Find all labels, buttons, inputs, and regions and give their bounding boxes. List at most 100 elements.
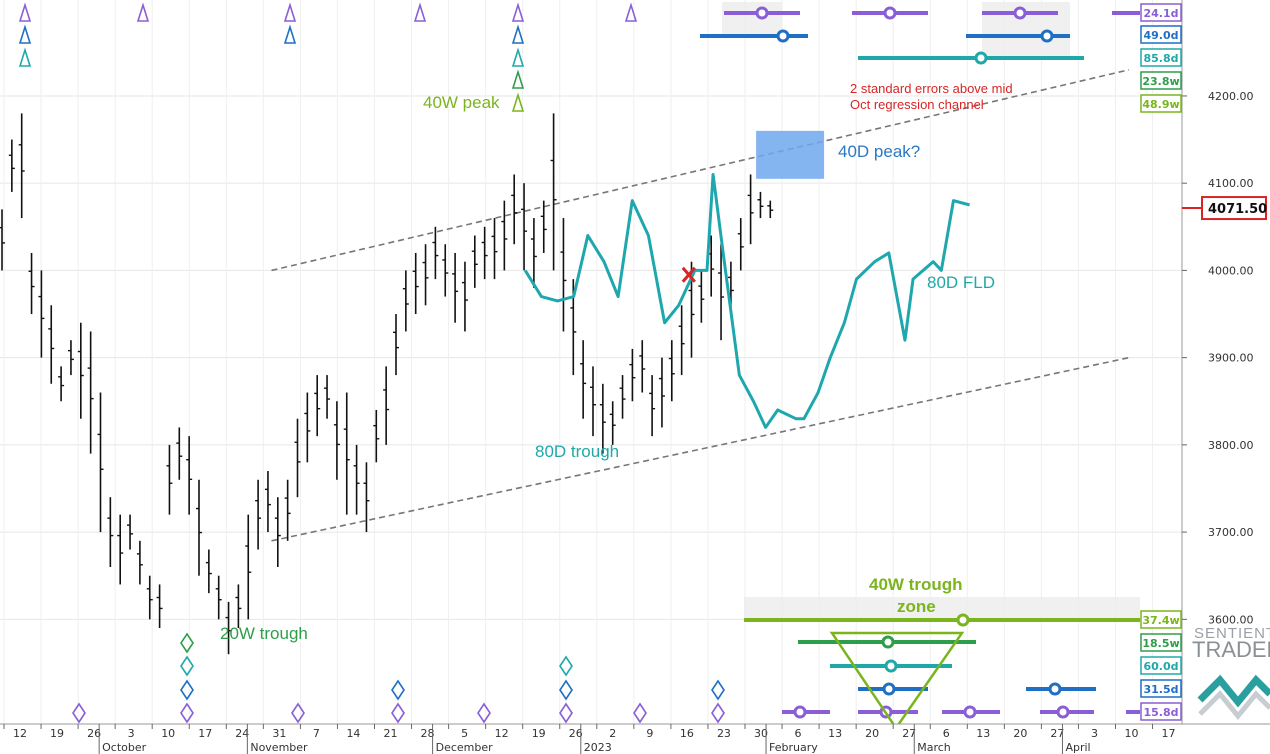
trough-marker-purple bbox=[291, 702, 305, 724]
peak-marker-lime bbox=[511, 92, 525, 112]
projection-green-center bbox=[881, 635, 895, 649]
x-axis: 12 19 26 3 10 17 24 31 7 14 21 28 5 12 19 26 2 9 16 23 30 6 13… bbox=[0, 723, 1270, 754]
cycle-badge-top bbox=[1140, 71, 1182, 90]
trough-marker-purple bbox=[477, 702, 491, 724]
cycle-badge-top-text: 49.0d bbox=[1143, 29, 1178, 42]
month-label: February bbox=[769, 741, 818, 754]
annotation-regression-channel: Oct regression channel bbox=[850, 97, 984, 112]
cycle-projections bbox=[700, 6, 1140, 731]
month-label: October bbox=[102, 741, 146, 754]
trough-marker-purple bbox=[559, 702, 573, 724]
projection-teal-center bbox=[974, 51, 988, 65]
x-tick-label: 6 bbox=[795, 727, 802, 740]
last-price-label: 4071.50 bbox=[1208, 202, 1267, 217]
projection-purple-center bbox=[883, 6, 897, 20]
annotation-zone: zone bbox=[897, 597, 936, 616]
projection-blue-center bbox=[882, 682, 896, 696]
peak-marker-purple bbox=[136, 2, 150, 22]
month-label: November bbox=[250, 741, 308, 754]
trough-zone-triangle bbox=[829, 631, 965, 731]
cycle-badge-bottom-text: 31.5d bbox=[1143, 683, 1178, 696]
x-tick-label: 31 bbox=[272, 727, 286, 740]
projection-teal-center bbox=[884, 659, 898, 673]
peak-marker-blue bbox=[18, 24, 32, 44]
trough-marker-blue bbox=[391, 679, 405, 701]
month-label: April bbox=[1065, 741, 1090, 754]
y-tick-label: 3800.00 bbox=[1208, 439, 1254, 452]
y-tick-label: 4200.00 bbox=[1208, 90, 1254, 103]
x-tick-label: 27 bbox=[902, 727, 916, 740]
annotation-std-errors: 2 standard errors above mid bbox=[850, 81, 1013, 96]
projection-purple-center bbox=[1056, 705, 1070, 719]
x-tick-label: 30 bbox=[754, 727, 768, 740]
watermark-logo bbox=[1197, 674, 1270, 708]
trough-marker-purple bbox=[180, 702, 194, 724]
x-tick-label: 14 bbox=[346, 727, 360, 740]
x-tick-label: 17 bbox=[1162, 727, 1176, 740]
cycle-badge-bottom bbox=[1140, 633, 1182, 652]
cycle-badge-bottom bbox=[1140, 679, 1182, 698]
y-axis: 4200.00 4100.00 4000.00 3900.00 3800.00 3700.… bbox=[1181, 0, 1267, 724]
cycle-badge-bottom-text: 18.5w bbox=[1142, 637, 1179, 650]
annotation-40d-peak: 40D peak? bbox=[838, 142, 920, 161]
trough-marker-purple bbox=[633, 702, 647, 724]
annotation-80d-trough: 80D trough bbox=[535, 442, 619, 461]
cycle-badge-top-text: 85.8d bbox=[1143, 52, 1178, 65]
x-tick-label: 6 bbox=[943, 727, 950, 740]
month-label: March bbox=[917, 741, 951, 754]
x-tick-label: 19 bbox=[532, 727, 546, 740]
projection-blue-center bbox=[1048, 682, 1062, 696]
peak-marker-teal bbox=[18, 47, 32, 67]
fld-line bbox=[523, 172, 970, 429]
cycle-badge-top-text: 23.8w bbox=[1142, 75, 1179, 88]
x-tick-label: 5 bbox=[461, 727, 468, 740]
x-tick-label: 7 bbox=[313, 727, 320, 740]
x-tick-label: 3 bbox=[128, 727, 135, 740]
cycle-badge-top-text: 24.1d bbox=[1143, 7, 1178, 20]
x-tick-label: 20 bbox=[1013, 727, 1027, 740]
peak-marker-purple bbox=[283, 2, 297, 22]
x-tick-label: 19 bbox=[50, 727, 64, 740]
annotation-40w-trough: 40W trough bbox=[869, 575, 963, 594]
x-tick-label: 20 bbox=[865, 727, 879, 740]
projection-purple-center bbox=[755, 6, 769, 20]
x-tick-label: 17 bbox=[198, 727, 212, 740]
x-tick-label: 27 bbox=[1050, 727, 1064, 740]
channel-lower-line bbox=[271, 356, 1130, 542]
x-tick-label: 10 bbox=[161, 727, 175, 740]
x-tick-label: 24 bbox=[235, 727, 249, 740]
month-label: December bbox=[436, 741, 494, 754]
peak-marker-purple bbox=[18, 2, 32, 22]
month-label: 2023 bbox=[584, 741, 612, 754]
x-tick-label: 13 bbox=[976, 727, 990, 740]
cycle-badge-top bbox=[1140, 3, 1182, 22]
x-tick-label: 2 bbox=[609, 727, 616, 740]
watermark-line1: SENTIENT bbox=[1194, 625, 1270, 642]
x-tick-label: 9 bbox=[646, 727, 653, 740]
x-tick-label: 13 bbox=[828, 727, 842, 740]
projection-purple-center bbox=[793, 705, 807, 719]
trough-marker-blue bbox=[711, 679, 725, 701]
y-tick-label: 3600.00 bbox=[1208, 613, 1254, 626]
x-tick-label: 12 bbox=[13, 727, 27, 740]
cycle-badge-bottom bbox=[1140, 702, 1182, 721]
watermark: SENTIENT TRADER bbox=[1192, 625, 1270, 720]
peak-marker-blue bbox=[283, 24, 297, 44]
annotation-20w-trough: 20W trough bbox=[220, 624, 308, 643]
cycle-badge-top bbox=[1140, 94, 1182, 113]
x-tick-label: 10 bbox=[1125, 727, 1139, 740]
x-tick-label: 21 bbox=[384, 727, 398, 740]
cycle-badge-top bbox=[1140, 25, 1182, 44]
trough-zone-shade bbox=[744, 597, 1140, 619]
projection-lime-center bbox=[956, 613, 970, 627]
cycle-badge-bottom-text: 60.0d bbox=[1143, 660, 1178, 673]
peak-marker-purple bbox=[511, 2, 525, 22]
peak-box bbox=[756, 130, 825, 179]
cycle-badge-top bbox=[1140, 48, 1182, 67]
channel-upper-line bbox=[271, 69, 1130, 272]
annotation-40w-peak: 40W peak bbox=[423, 93, 500, 112]
trough-marker-teal bbox=[180, 655, 194, 677]
peak-marker-blue bbox=[511, 24, 525, 44]
trough-marker-purple bbox=[391, 702, 405, 724]
